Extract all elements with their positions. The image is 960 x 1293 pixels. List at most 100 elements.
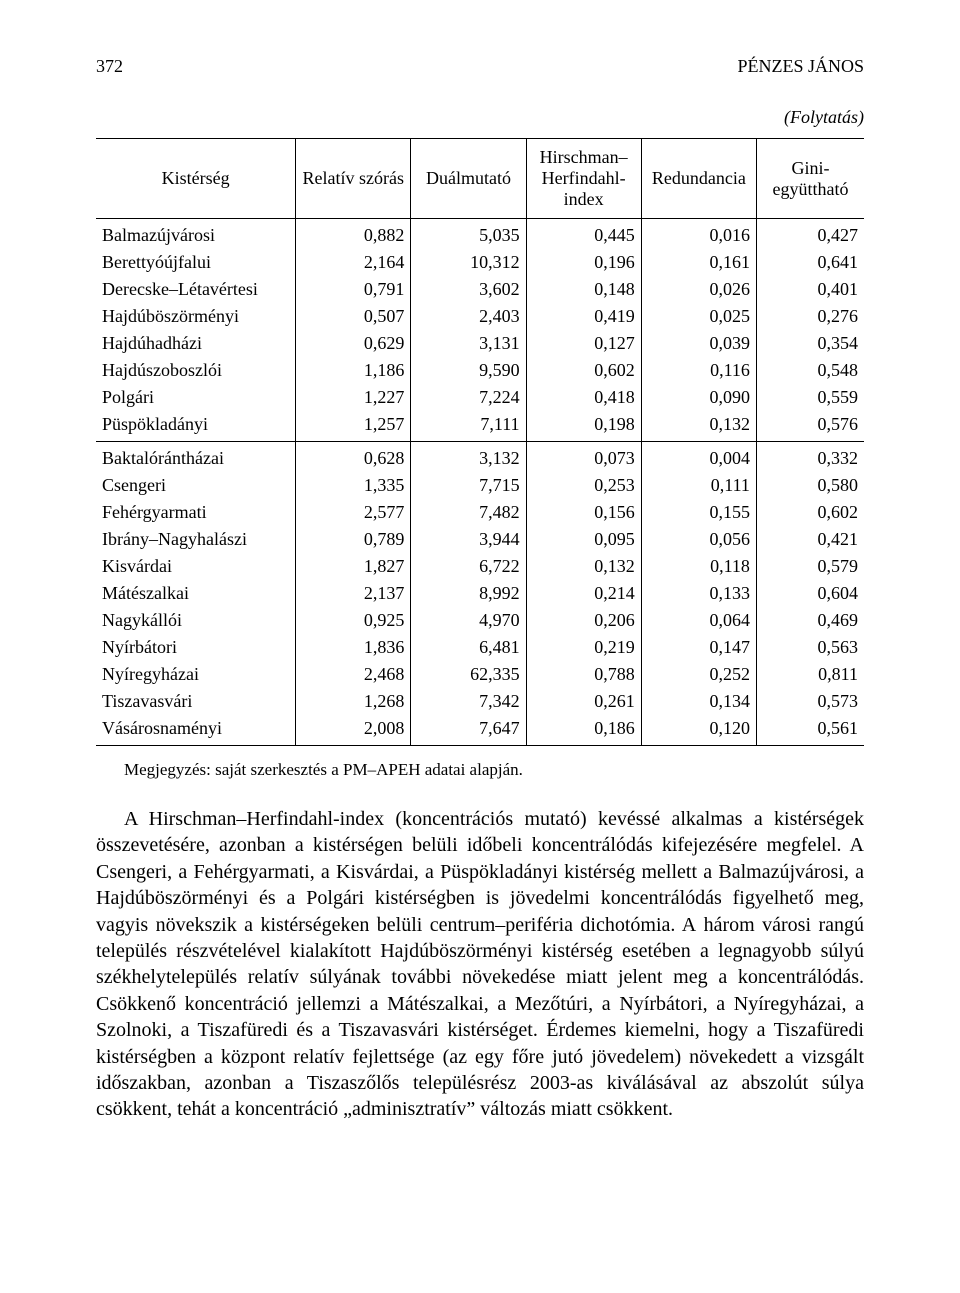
table-cell: 0,332 (756, 442, 864, 473)
table-row: Püspökladányi1,2577,1110,1980,1320,576 (96, 411, 864, 442)
table-cell: 1,257 (296, 411, 411, 442)
table-cell: 0,198 (526, 411, 641, 442)
table-row: Baktalórántházai0,6283,1320,0730,0040,33… (96, 442, 864, 473)
table-cell: 1,836 (296, 634, 411, 661)
table-header-cell: Kistérség (96, 139, 296, 219)
row-label: Nagykállói (96, 607, 296, 634)
table-note: Megjegyzés: saját szerkesztés a PM–APEH … (96, 760, 864, 780)
table-cell: 0,039 (641, 330, 756, 357)
row-label: Ibrány–Nagyhalászi (96, 526, 296, 553)
table-cell: 2,164 (296, 249, 411, 276)
table-cell: 0,134 (641, 688, 756, 715)
table-row: Vásárosnaményi2,0087,6470,1860,1200,561 (96, 715, 864, 746)
page-number: 372 (96, 56, 123, 77)
table-cell: 0,882 (296, 219, 411, 250)
table-cell: 0,206 (526, 607, 641, 634)
row-label: Fehérgyarmati (96, 499, 296, 526)
continuation-label: (Folytatás) (96, 107, 864, 128)
table-cell: 7,224 (411, 384, 526, 411)
table-cell: 0,419 (526, 303, 641, 330)
running-head: 372 PÉNZES JÁNOS (96, 56, 864, 77)
table-cell: 0,073 (526, 442, 641, 473)
table-cell: 0,576 (756, 411, 864, 442)
table-row: Csengeri1,3357,7150,2530,1110,580 (96, 472, 864, 499)
table-cell: 3,131 (411, 330, 526, 357)
table-cell: 0,214 (526, 580, 641, 607)
row-label: Nyírbátori (96, 634, 296, 661)
table-cell: 2,577 (296, 499, 411, 526)
table-cell: 0,427 (756, 219, 864, 250)
table-header-row: KistérségRelatív szórásDuálmutatóHirschm… (96, 139, 864, 219)
table-cell: 0,629 (296, 330, 411, 357)
table-cell: 0,579 (756, 553, 864, 580)
table-row: Fehérgyarmati2,5777,4820,1560,1550,602 (96, 499, 864, 526)
table-cell: 0,418 (526, 384, 641, 411)
table-row: Hajdúszoboszlói1,1869,5900,6020,1160,548 (96, 357, 864, 384)
table-cell: 0,026 (641, 276, 756, 303)
table-cell: 0,186 (526, 715, 641, 746)
table-cell: 0,602 (526, 357, 641, 384)
row-label: Tiszavasvári (96, 688, 296, 715)
row-label: Hajdúszoboszlói (96, 357, 296, 384)
table-cell: 0,548 (756, 357, 864, 384)
table-cell: 0,133 (641, 580, 756, 607)
table-cell: 0,261 (526, 688, 641, 715)
table-cell: 0,580 (756, 472, 864, 499)
table-cell: 7,482 (411, 499, 526, 526)
indicators-table: KistérségRelatív szórásDuálmutatóHirschm… (96, 138, 864, 746)
table-cell: 0,791 (296, 276, 411, 303)
row-label: Hajdúhadházi (96, 330, 296, 357)
table-row: Tiszavasvári1,2687,3420,2610,1340,573 (96, 688, 864, 715)
table-cell: 9,590 (411, 357, 526, 384)
table-cell: 0,056 (641, 526, 756, 553)
table-cell: 1,335 (296, 472, 411, 499)
row-label: Baktalórántházai (96, 442, 296, 473)
table-cell: 0,469 (756, 607, 864, 634)
table-cell: 0,219 (526, 634, 641, 661)
table-cell: 6,722 (411, 553, 526, 580)
table-row: Ibrány–Nagyhalászi0,7893,9440,0950,0560,… (96, 526, 864, 553)
table-row: Nyírbátori1,8366,4810,2190,1470,563 (96, 634, 864, 661)
table-header-cell: Duálmutató (411, 139, 526, 219)
table-cell: 62,335 (411, 661, 526, 688)
table-row: Hajdúböszörményi0,5072,4030,4190,0250,27… (96, 303, 864, 330)
table-cell: 7,647 (411, 715, 526, 746)
table-cell: 0,563 (756, 634, 864, 661)
table-cell: 3,602 (411, 276, 526, 303)
table-cell: 0,252 (641, 661, 756, 688)
table-row: Derecske–Létavértesi0,7913,6020,1480,026… (96, 276, 864, 303)
table-cell: 0,161 (641, 249, 756, 276)
row-label: Balmazújvárosi (96, 219, 296, 250)
table-cell: 0,116 (641, 357, 756, 384)
table-cell: 0,811 (756, 661, 864, 688)
table-row: Berettyóújfalui2,16410,3120,1960,1610,64… (96, 249, 864, 276)
table-cell: 0,132 (641, 411, 756, 442)
table-cell: 0,025 (641, 303, 756, 330)
table-cell: 7,715 (411, 472, 526, 499)
table-cell: 0,111 (641, 472, 756, 499)
row-label: Hajdúböszörményi (96, 303, 296, 330)
row-label: Vásárosnaményi (96, 715, 296, 746)
table-cell: 6,481 (411, 634, 526, 661)
table-cell: 7,111 (411, 411, 526, 442)
table-cell: 3,944 (411, 526, 526, 553)
row-label: Berettyóújfalui (96, 249, 296, 276)
table-cell: 0,253 (526, 472, 641, 499)
row-label: Derecske–Létavértesi (96, 276, 296, 303)
table-cell: 0,641 (756, 249, 864, 276)
table-cell: 4,970 (411, 607, 526, 634)
table-row: Nyíregyházai2,46862,3350,7880,2520,811 (96, 661, 864, 688)
table-cell: 0,147 (641, 634, 756, 661)
table-row: Balmazújvárosi0,8825,0350,4450,0160,427 (96, 219, 864, 250)
table-cell: 0,628 (296, 442, 411, 473)
row-label: Nyíregyházai (96, 661, 296, 688)
table-cell: 8,992 (411, 580, 526, 607)
table-cell: 0,127 (526, 330, 641, 357)
table-cell: 0,354 (756, 330, 864, 357)
table-cell: 0,789 (296, 526, 411, 553)
body-paragraph: A Hirschman–Herfindahl-index (koncentrác… (96, 806, 864, 1123)
table-cell: 2,403 (411, 303, 526, 330)
table-row: Polgári1,2277,2240,4180,0900,559 (96, 384, 864, 411)
table-cell: 0,276 (756, 303, 864, 330)
table-cell: 0,148 (526, 276, 641, 303)
